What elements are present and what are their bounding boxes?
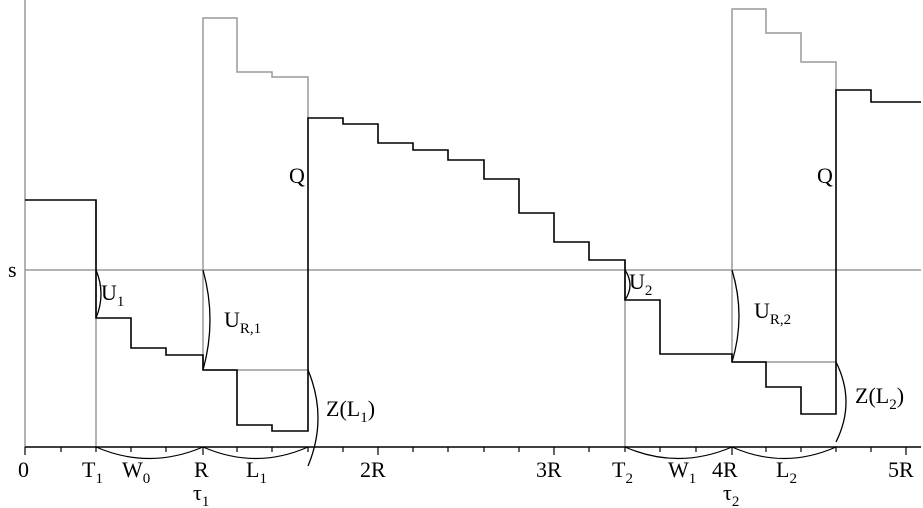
label-ur1: UR,1 — [224, 307, 261, 337]
tick-label-r: R — [194, 457, 209, 482]
arc-w1 — [624, 446, 733, 460]
axis-ticks — [24, 447, 907, 455]
tick-label-2r: 2R — [360, 457, 386, 482]
tick-label-w0: W0 — [122, 457, 150, 487]
tick-label-t1: T1 — [82, 457, 103, 487]
threshold-label: s — [8, 257, 17, 282]
label-ur2: UR,2 — [754, 298, 791, 328]
tick-label-l2: L2 — [776, 457, 797, 487]
label-z1: Z(L1) — [326, 396, 375, 426]
tick-label-tau2: τ2 — [723, 480, 739, 508]
tick-label-l1: L1 — [246, 457, 267, 487]
label-z2: Z(L2) — [855, 383, 904, 413]
brace-z2 — [835, 361, 847, 443]
tick-label-w1: W1 — [668, 457, 696, 487]
tick-label-4r: 4R — [712, 457, 738, 482]
aux-upper-2 — [731, 8, 837, 362]
arc-l1 — [202, 446, 309, 460]
inventory-path — [25, 89, 921, 432]
vertical-guides — [24, 0, 626, 447]
jump-braces — [95, 269, 847, 467]
tick-label-0: 0 — [18, 457, 29, 482]
arc-w0 — [95, 446, 204, 460]
tick-label-5r: 5R — [888, 457, 914, 482]
aux-upper-1 — [202, 17, 309, 370]
brace-u2 — [624, 269, 631, 301]
label-q2: Q — [817, 163, 833, 188]
tick-label-t2: T2 — [612, 457, 633, 487]
brace-u1 — [95, 269, 102, 319]
brace-ur1 — [202, 269, 211, 371]
tick-label-3r: 3R — [536, 457, 562, 482]
label-q1: Q — [289, 163, 305, 188]
brace-ur2 — [731, 269, 740, 363]
interval-arcs — [95, 446, 837, 460]
arc-l2 — [731, 446, 837, 460]
label-u1: U1 — [101, 280, 124, 310]
tick-label-tau1: τ1 — [193, 480, 209, 508]
brace-z1 — [307, 369, 319, 467]
label-u2: U2 — [629, 269, 652, 299]
